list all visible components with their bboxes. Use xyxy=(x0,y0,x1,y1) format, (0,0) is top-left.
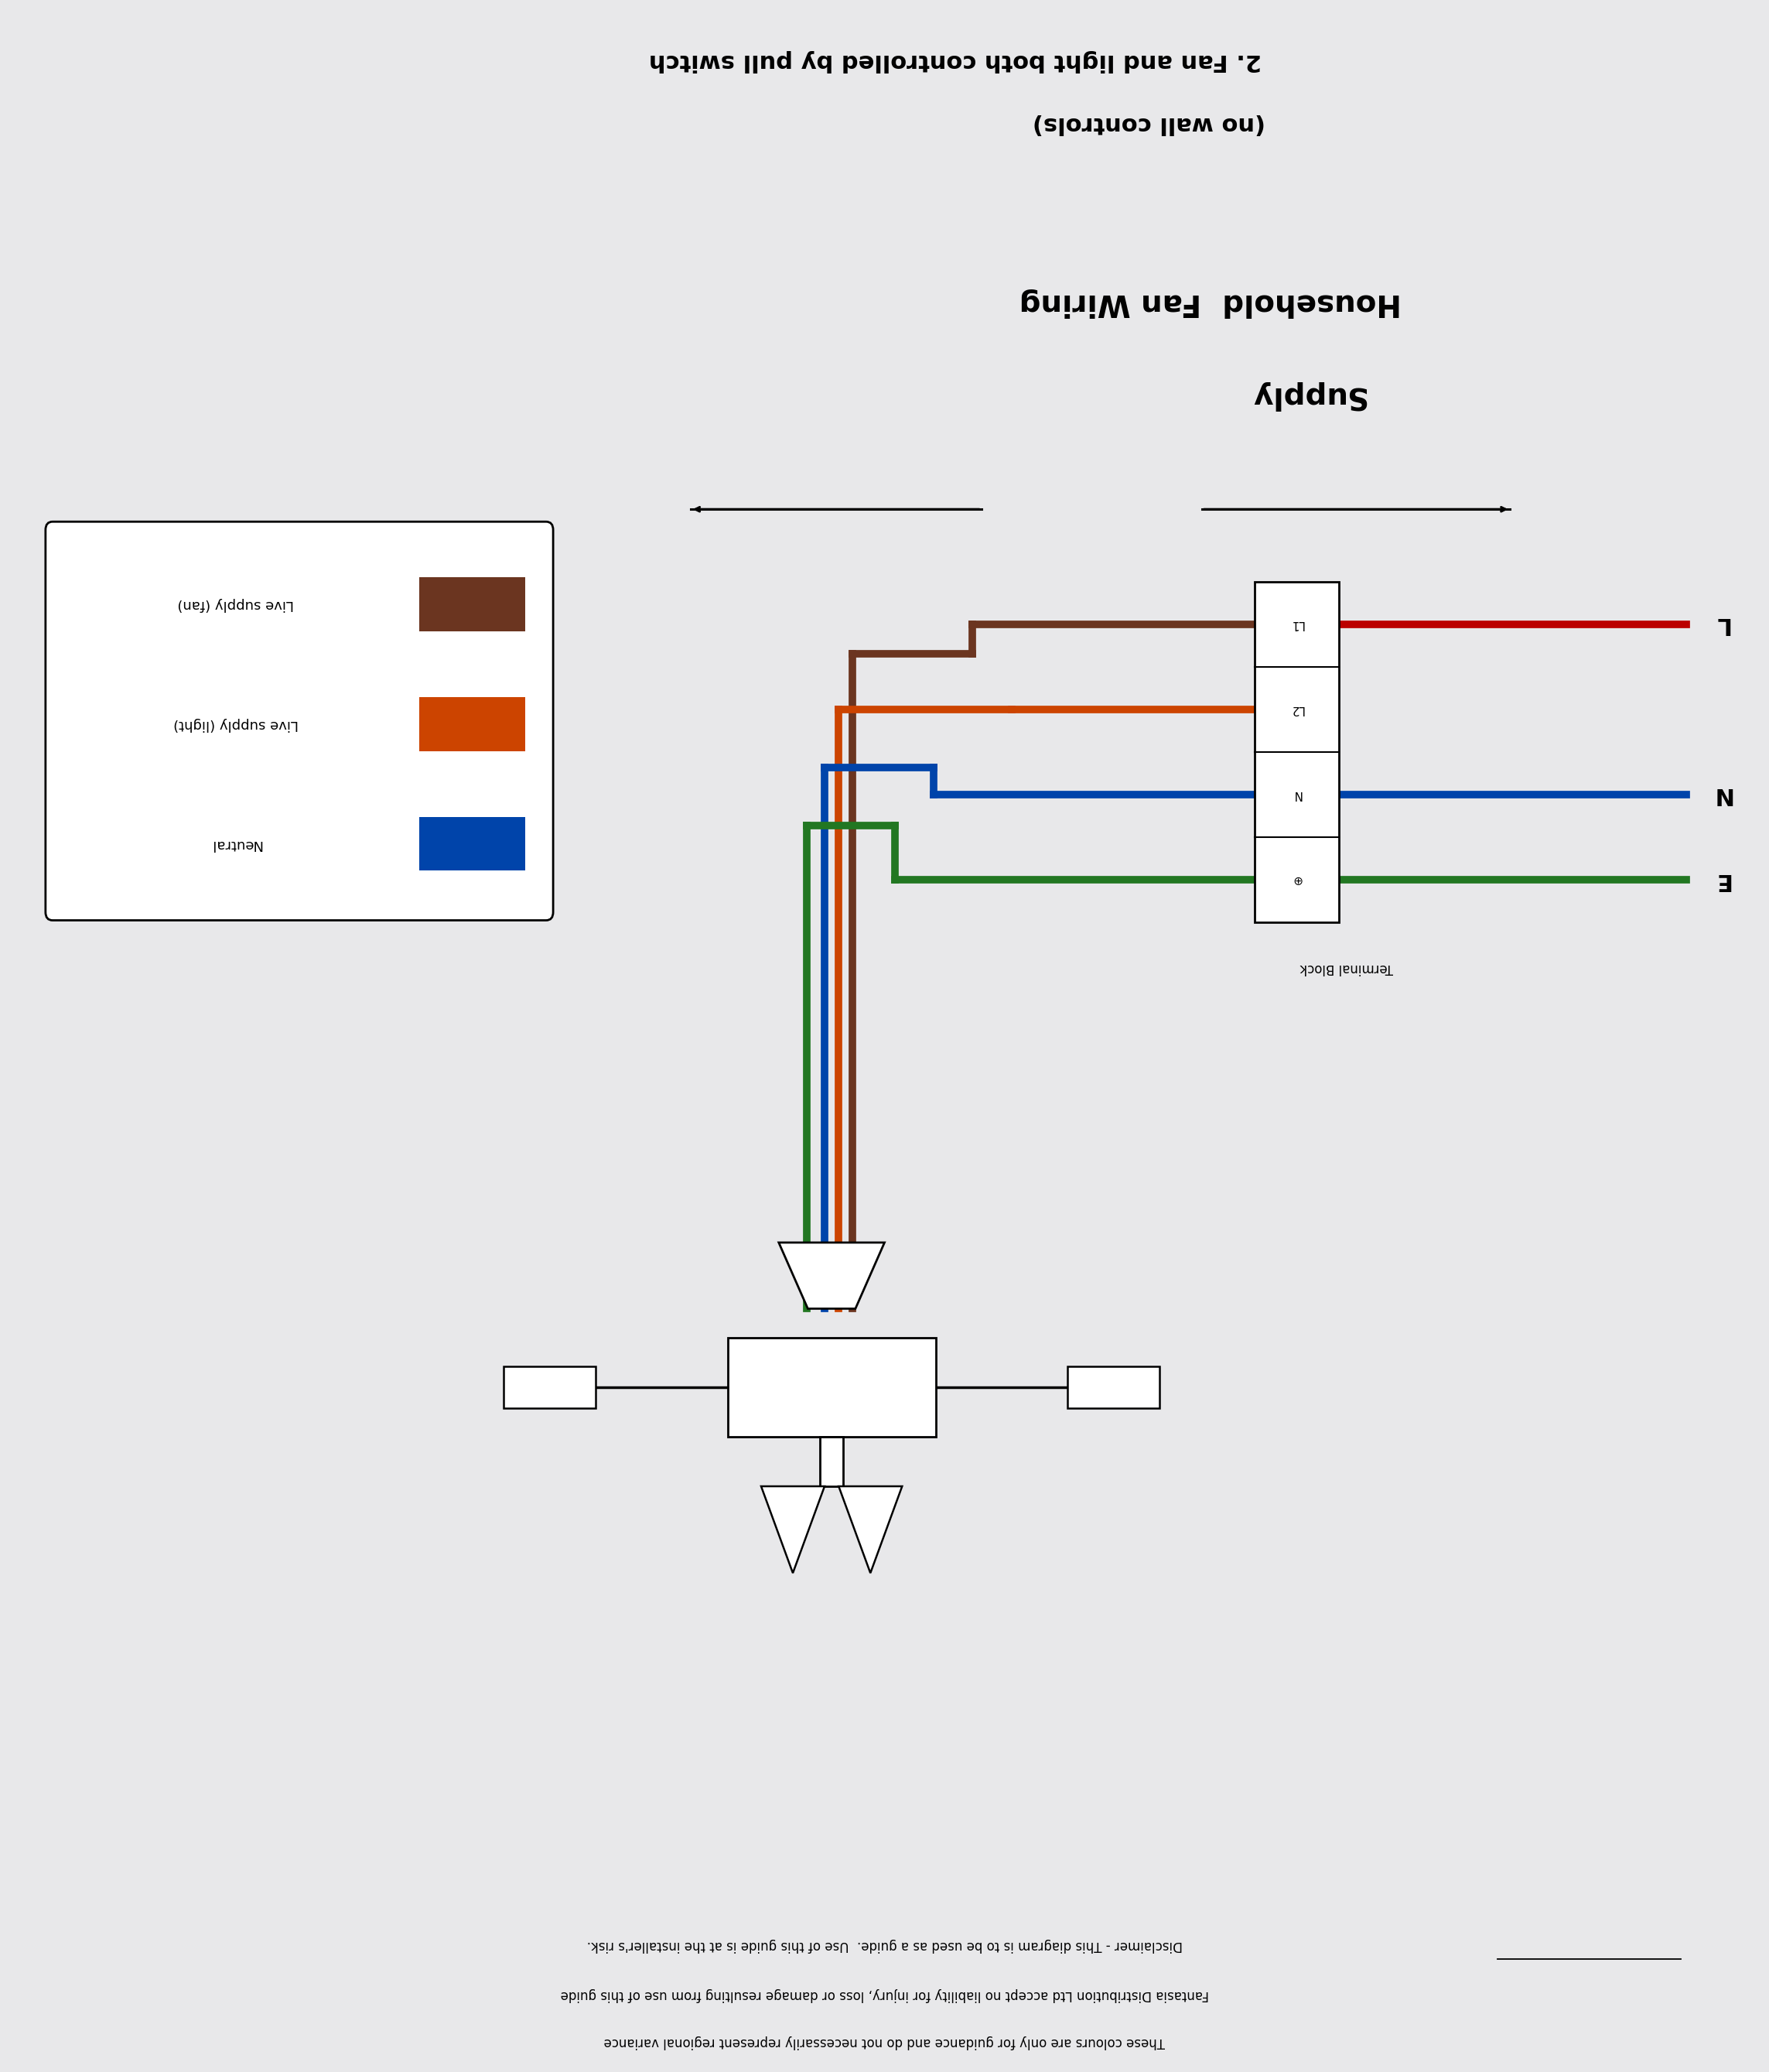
Text: Live supply (light): Live supply (light) xyxy=(173,717,299,731)
Text: Terminal Block: Terminal Block xyxy=(1300,961,1392,974)
Text: Disclaimer - This diagram is to be used as a guide.  Use of this guide is at the: Disclaimer - This diagram is to be used … xyxy=(587,1937,1182,1952)
Text: These colours are only for guidance and do not necessarily represent regional va: These colours are only for guidance and … xyxy=(603,2035,1166,2049)
Polygon shape xyxy=(761,1486,824,1573)
Text: N: N xyxy=(1712,783,1732,806)
Bar xyxy=(1254,582,1339,922)
FancyBboxPatch shape xyxy=(46,522,554,920)
Bar xyxy=(419,578,525,632)
Bar xyxy=(1068,1368,1159,1407)
Bar xyxy=(504,1368,596,1407)
Text: L2: L2 xyxy=(1290,704,1304,715)
Bar xyxy=(419,816,525,870)
Polygon shape xyxy=(839,1486,902,1573)
Text: (no wall controls): (no wall controls) xyxy=(1033,112,1265,135)
Text: Supply: Supply xyxy=(1249,381,1366,410)
Text: Fantasia Distribution Ltd accept no liability for injury, loss or damage resulti: Fantasia Distribution Ltd accept no liab… xyxy=(561,1987,1208,2002)
Text: E: E xyxy=(1714,868,1730,891)
Text: Household  Fan Wiring: Household Fan Wiring xyxy=(1019,288,1401,317)
Text: Neutral: Neutral xyxy=(211,837,262,852)
Text: L: L xyxy=(1714,613,1730,636)
Text: Live supply (fan): Live supply (fan) xyxy=(177,597,294,611)
Bar xyxy=(727,1339,936,1436)
Text: ⊕: ⊕ xyxy=(1291,874,1302,885)
Polygon shape xyxy=(778,1243,884,1310)
Text: L1: L1 xyxy=(1290,617,1304,630)
Text: N: N xyxy=(1293,789,1302,800)
Bar xyxy=(419,698,525,750)
Bar xyxy=(821,1436,844,1486)
Text: 2. Fan and light both controlled by pull switch: 2. Fan and light both controlled by pull… xyxy=(649,50,1261,73)
